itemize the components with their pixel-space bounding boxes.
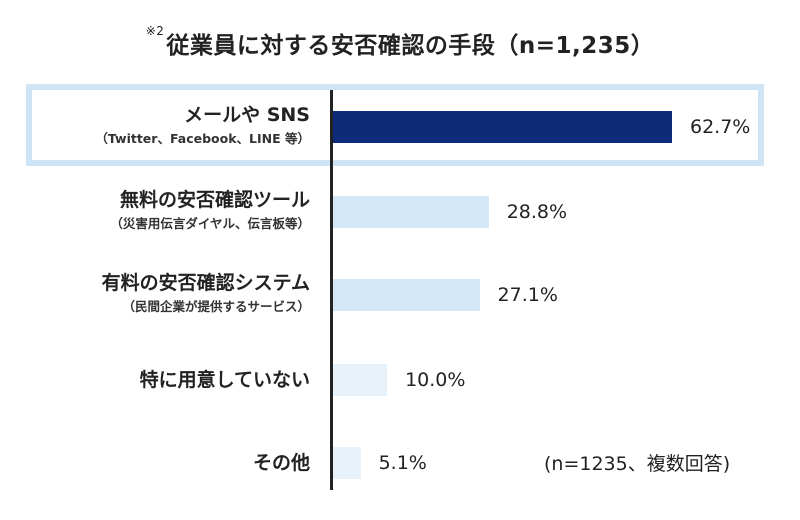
category-main-label: メールや SNS	[184, 104, 310, 126]
category-main-label: 特に用意していない	[139, 369, 310, 391]
value-label: 28.8%	[506, 201, 568, 223]
bar	[333, 447, 361, 479]
chart-title: ※2従業員に対する安否確認の手段（n=1,235）	[0, 24, 800, 60]
title-text: 従業員に対する安否確認の手段（n=1,235）	[166, 33, 655, 59]
value-label: 10.0%	[405, 369, 466, 391]
bar	[333, 364, 388, 396]
bar	[333, 111, 672, 143]
y-axis-line	[330, 90, 333, 490]
title-footnote-mark: ※2	[145, 24, 165, 38]
category-label: 有料の安否確認システム （民間企業が提供するサービス）	[102, 271, 310, 316]
bar	[333, 196, 489, 228]
category-sub-label: （災害用伝言ダイヤル、伝言板等）	[110, 216, 310, 231]
value-label: 27.1%	[497, 284, 558, 306]
value-label: 5.1%	[378, 452, 427, 474]
sample-note: (n=1235、複数回答)	[544, 453, 731, 475]
value-label: 62.7%	[690, 116, 751, 138]
category-label: その他	[253, 451, 310, 475]
category-label: 無料の安否確認ツール （災害用伝言ダイヤル、伝言板等）	[110, 188, 310, 233]
highlight-box	[26, 84, 764, 166]
category-main-label: その他	[252, 452, 310, 474]
category-main-label: 無料の安否確認ツール	[119, 189, 310, 211]
category-label: メールや SNS （Twitter、Facebook、LINE 等）	[95, 103, 310, 148]
bar	[333, 279, 480, 311]
category-sub-label: （Twitter、Facebook、LINE 等）	[95, 131, 310, 146]
category-sub-label: （民間企業が提供するサービス）	[122, 299, 310, 314]
category-main-label: 有料の安否確認システム	[101, 272, 310, 294]
category-label: 特に用意していない	[140, 368, 310, 392]
